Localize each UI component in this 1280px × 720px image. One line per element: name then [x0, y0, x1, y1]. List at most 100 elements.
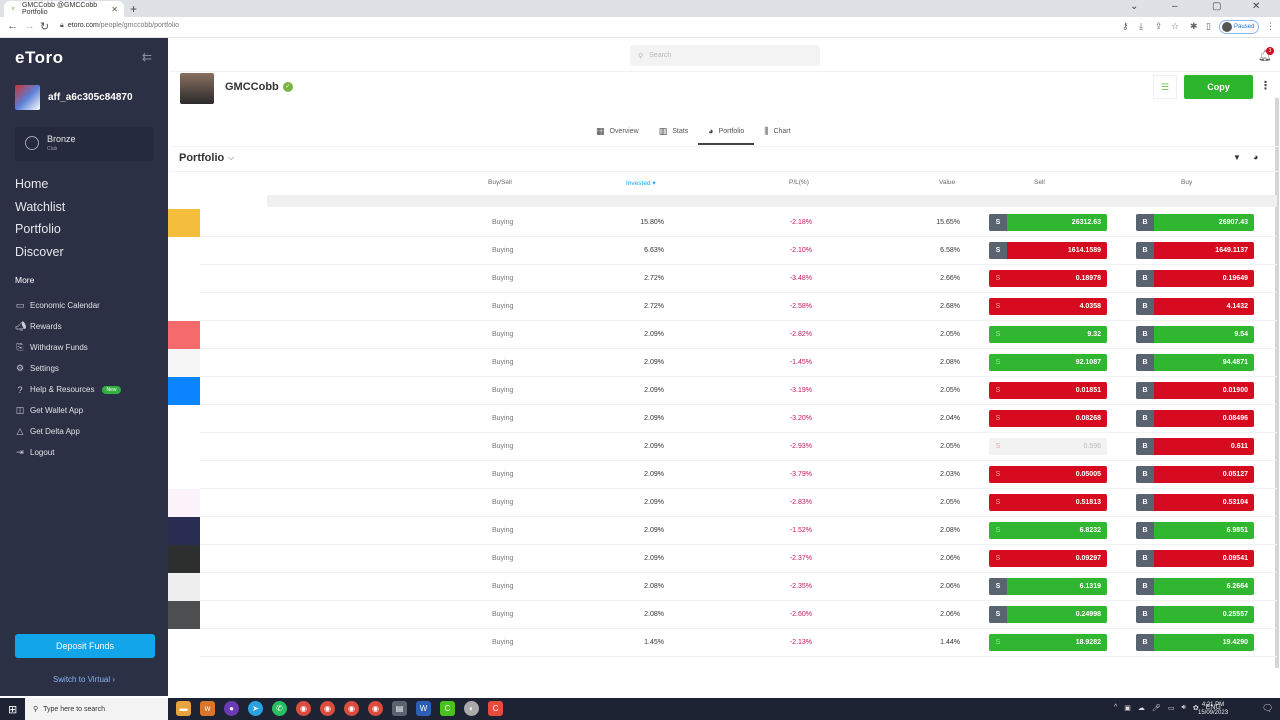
menu-logout[interactable]: ⇥ Logout: [16, 447, 55, 457]
instrument-logo[interactable]: [168, 461, 200, 494]
instrument-logo[interactable]: [168, 293, 200, 326]
table-row[interactable]: Buying 2.09% -3.20% 2.04% S 0.08268 B 0.08496: [168, 405, 1277, 438]
menu-get-wallet-app[interactable]: ◫ Get Wallet App: [15, 405, 84, 415]
download-icon[interactable]: ⤓: [1139, 21, 1143, 31]
profile-paused-button[interactable]: Paused: [1219, 20, 1259, 34]
table-row[interactable]: Buying 2.72% -3.48% 2.66% S 0.18978 B 0.19649: [168, 265, 1277, 298]
chrome-icon[interactable]: ◉: [344, 701, 359, 716]
col-buysell[interactable]: Buy/Sell: [488, 179, 512, 186]
windows-start-icon[interactable]: ⊞: [8, 704, 18, 716]
app-icon[interactable]: ●: [224, 701, 239, 716]
onedrive-icon[interactable]: ☁: [1137, 705, 1145, 712]
app-w-icon[interactable]: w: [200, 701, 215, 716]
sell-button[interactable]: S 1614.1589: [989, 242, 1107, 259]
col-buy[interactable]: Buy: [1181, 179, 1193, 186]
sell-button[interactable]: S 0.09297: [989, 550, 1107, 567]
pie-chart-toggle-icon[interactable]: ◕: [1253, 152, 1259, 162]
table-row[interactable]: Buying 2.09% -3.19% 2.05% S 0.01851 B 0.01900: [168, 377, 1277, 410]
sell-button[interactable]: S 92.1087: [989, 354, 1107, 371]
menu-settings[interactable]: ⚙ Settings: [15, 363, 59, 373]
extensions-icon[interactable]: ✱: [1190, 21, 1198, 31]
sell-button[interactable]: S 4.0358: [989, 298, 1107, 315]
buy-button[interactable]: B 0.05127: [1136, 466, 1254, 483]
notification-center-icon[interactable]: 🗨︎: [1262, 703, 1274, 713]
buy-button[interactable]: B 6.2664: [1136, 578, 1254, 595]
buy-button[interactable]: B 26907.43: [1136, 214, 1254, 231]
buy-button[interactable]: B 0.25557: [1136, 606, 1254, 623]
col-invested[interactable]: Invested ▾: [626, 180, 656, 187]
buy-button[interactable]: B 1649.1137: [1136, 242, 1254, 259]
menu-economic-calendar[interactable]: ▭ Economic Calendar: [15, 300, 100, 310]
table-row[interactable]: Buying 2.09% -2.83% 2.05% S 0.51813 B 0.53104: [168, 489, 1277, 522]
table-row[interactable]: Buying 2.09% -3.79% 2.03% S 0.05005 B 0.05127: [168, 461, 1277, 494]
buy-button[interactable]: B 0.01900: [1136, 382, 1254, 399]
tab-search-icon[interactable]: ⌄: [1130, 1, 1139, 12]
word-icon[interactable]: W: [416, 701, 431, 716]
volume-icon[interactable]: 🔊︎: [1181, 704, 1186, 711]
instrument-logo[interactable]: [168, 489, 200, 522]
language-indicator[interactable]: ENG: [1205, 704, 1221, 711]
instrument-logo[interactable]: [168, 545, 200, 578]
taskbar-search-input[interactable]: ⚲ Type here to search: [25, 698, 168, 720]
chrome-icon[interactable]: ◉: [296, 701, 311, 716]
side-panel-icon[interactable]: ▯: [1206, 21, 1211, 31]
scrollbar[interactable]: [1275, 98, 1279, 668]
nav-portfolio[interactable]: Portfolio: [15, 222, 61, 236]
table-row[interactable]: Buying 1.45% -2.13% 1.44% S 18.9282 B 19.4290: [168, 629, 1277, 662]
col-value[interactable]: Value: [939, 179, 956, 186]
browser-tab[interactable]: ♆ GMCCobb @GMCCobb Portfolio ✕: [4, 1, 124, 17]
list-options-button[interactable]: ☰: [1153, 75, 1177, 99]
col-pl[interactable]: P/L(%): [789, 179, 809, 186]
instrument-logo[interactable]: [168, 405, 200, 438]
key-icon[interactable]: ⚷: [1122, 21, 1129, 31]
app-icon[interactable]: ◐: [464, 701, 479, 716]
tab-chart[interactable]: ⫼ Chart: [764, 125, 791, 136]
instrument-logo[interactable]: [168, 573, 200, 606]
portfolio-view-dropdown[interactable]: Portfolio ⌵: [179, 152, 235, 164]
chrome-icon[interactable]: ◉: [320, 701, 335, 716]
table-row[interactable]: Buying 2.09% -2.93% 2.05% S 0.596 B 0.611: [168, 433, 1277, 466]
etoro-logo[interactable]: eToro: [15, 48, 64, 67]
menu-rewards[interactable]: 📣︎ Rewards: [15, 321, 62, 331]
camtasia-icon[interactable]: C: [440, 701, 455, 716]
instrument-logo[interactable]: [168, 321, 200, 354]
bookmark-star-icon[interactable]: ☆: [1171, 21, 1180, 31]
telegram-icon[interactable]: ➤: [248, 701, 263, 716]
table-row[interactable]: Buying 2.09% -1.45% 2.08% S 92.1087 B 94.4871: [168, 349, 1277, 382]
chrome-icon[interactable]: ◉: [368, 701, 383, 716]
sell-button[interactable]: S 6.1319: [989, 578, 1107, 595]
menu-withdraw-funds[interactable]: ⎘ Withdraw Funds: [16, 342, 88, 352]
back-button[interactable]: ←: [7, 20, 18, 32]
tray-chevron-icon[interactable]: ^: [1114, 704, 1118, 711]
share-icon[interactable]: ⇪: [1155, 21, 1163, 31]
reload-button[interactable]: ↻: [40, 21, 50, 33]
buy-button[interactable]: B 9.54: [1136, 326, 1254, 343]
menu-help-resources[interactable]: ? Help & Resources New: [15, 379, 121, 400]
tab-portfolio[interactable]: ◕ Portfolio: [698, 120, 755, 145]
club-status-card[interactable]: Bronze Club: [15, 127, 154, 161]
search-input[interactable]: ⚲ Search: [630, 45, 820, 66]
copy-button[interactable]: Copy: [1184, 75, 1253, 99]
filter-icon[interactable]: ▼: [1233, 153, 1241, 162]
calculator-icon[interactable]: ▤: [392, 701, 407, 716]
sell-button[interactable]: S 0.18978: [989, 270, 1107, 287]
url-field[interactable]: 🔒︎ etoro.com/people/gmccobb/portfolio: [60, 22, 180, 29]
instrument-logo[interactable]: [168, 265, 200, 298]
instrument-logo[interactable]: [168, 601, 200, 634]
instrument-logo[interactable]: [168, 209, 200, 242]
whatsapp-icon[interactable]: ✆: [272, 701, 287, 716]
deposit-funds-button[interactable]: Deposit Funds: [15, 634, 155, 658]
sell-button[interactable]: S 6.8232: [989, 522, 1107, 539]
minimize-button[interactable]: –: [1172, 1, 1178, 12]
tray-app-icon[interactable]: ✿: [1192, 705, 1199, 712]
sell-button[interactable]: S 0.05005: [989, 466, 1107, 483]
sell-button[interactable]: S 0.01851: [989, 382, 1107, 399]
instrument-logo[interactable]: [168, 517, 200, 550]
sell-button[interactable]: S 9.32: [989, 326, 1107, 343]
tab-overview[interactable]: ▦ Overview: [596, 125, 639, 136]
table-row[interactable]: Buying 2.08% -2.60% 2.06% S 0.24998 B 0.25557: [168, 601, 1277, 634]
table-row[interactable]: Buying 2.09% -2.82% 2.05% S 9.32 B 9.54: [168, 321, 1277, 354]
sell-button[interactable]: S 0.596: [989, 438, 1107, 455]
forward-button[interactable]: →: [24, 20, 35, 32]
instrument-logo[interactable]: [168, 433, 200, 466]
